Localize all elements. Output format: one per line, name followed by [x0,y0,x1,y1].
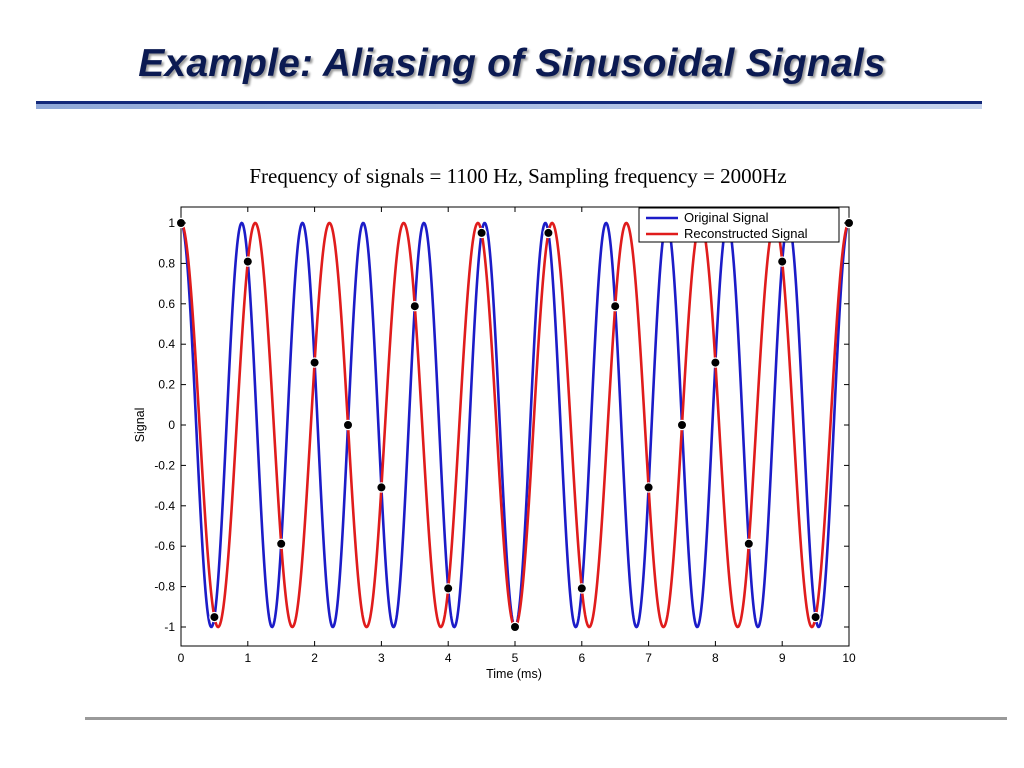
sample-point [443,583,454,594]
legend: Original Signal Reconstructed Signal [638,207,840,243]
sample-point [676,419,688,431]
sample-points [175,217,855,633]
y-axis-ticks: 1 0.8 0.6 0.4 0.2 0 -0.2 -0.4 -0.6 -0.8 -1 [154,216,849,634]
x-tick-label: 10 [842,651,856,665]
sample-point [309,357,320,368]
y-tick-label: 0 [168,418,175,432]
y-tick-label: 1 [168,216,175,230]
x-tick-label: 6 [578,651,585,665]
chart-title: Frequency of signals = 1100 Hz, Sampling… [249,164,786,188]
legend-box [638,207,840,243]
sample-point [476,227,487,239]
x-tick-label: 3 [378,651,385,665]
y-tick-label: 0.4 [158,337,175,351]
footer-rule [85,717,1007,720]
slide-title: Example: Aliasing of Sinusoidal Signals [138,42,886,85]
x-tick-label: 2 [311,651,318,665]
title-underline [36,101,982,104]
legend-label-reconstructed: Reconstructed Signal [684,226,808,241]
plot-area [180,206,850,647]
y-tick-label: -0.8 [154,580,175,594]
sample-point [810,611,821,623]
sample-point [743,538,755,549]
sample-point [209,611,220,623]
sample-point [242,256,253,267]
x-tick-label: 5 [512,651,519,665]
y-tick-label: 0.6 [158,297,175,311]
sample-point [276,538,287,549]
legend-label-original: Original Signal [684,210,769,225]
sample-point [543,227,554,239]
y-tick-label: -0.6 [154,539,175,553]
sample-point [643,482,654,493]
sample-point [409,301,420,312]
y-axis-label: Signal [133,408,147,443]
x-tick-label: 7 [645,651,652,665]
x-tick-label: 4 [445,651,452,665]
sample-point [710,357,721,368]
sample-point [376,482,387,493]
x-tick-label: 1 [244,651,251,665]
x-tick-label: 8 [712,651,719,665]
y-tick-label: -0.4 [154,499,175,513]
sample-point [342,419,354,431]
sample-point [777,256,788,267]
x-axis-ticks: 0 1 2 3 4 5 6 7 8 9 10 [178,207,856,665]
y-tick-label: -1 [164,620,175,634]
sample-point [509,621,521,633]
y-tick-label: 0.8 [158,256,175,270]
x-tick-label: 0 [178,651,185,665]
y-tick-label: -0.2 [154,458,175,472]
sample-point [576,583,588,594]
title-underline-shade [36,104,982,109]
x-tick-label: 9 [779,651,786,665]
x-axis-label: Time (ms) [486,667,542,681]
y-tick-label: 0.2 [158,378,175,392]
sample-point [610,301,621,312]
